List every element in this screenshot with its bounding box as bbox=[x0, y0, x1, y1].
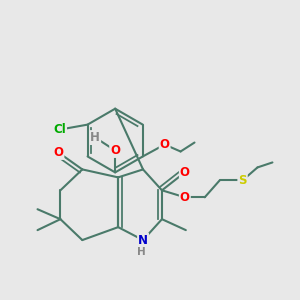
Text: N: N bbox=[138, 234, 148, 247]
Text: O: O bbox=[160, 138, 170, 151]
Text: O: O bbox=[180, 191, 190, 204]
Text: O: O bbox=[110, 144, 120, 157]
Text: S: S bbox=[238, 174, 247, 187]
Text: H: H bbox=[137, 247, 146, 257]
Text: Cl: Cl bbox=[53, 123, 66, 136]
Text: H: H bbox=[90, 131, 100, 144]
Text: O: O bbox=[53, 146, 63, 159]
Text: O: O bbox=[180, 166, 190, 179]
